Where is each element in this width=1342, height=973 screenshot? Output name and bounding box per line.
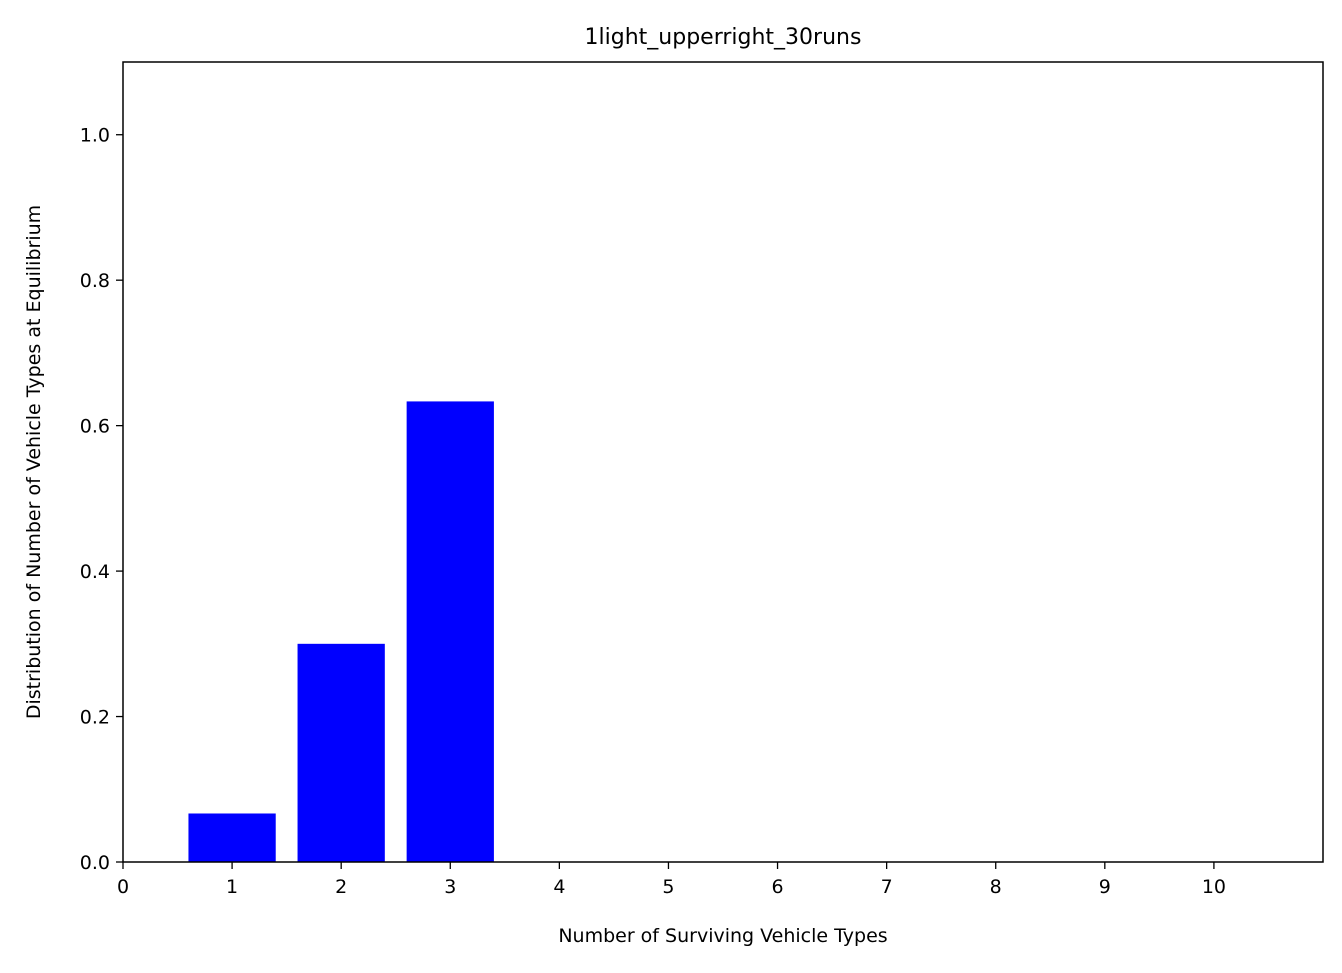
y-tick-label-0.4: 0.4 bbox=[80, 561, 110, 583]
x-tick-label-4: 4 bbox=[553, 876, 565, 898]
x-tick-label-9: 9 bbox=[1099, 876, 1111, 898]
y-tick-label-1.0: 1.0 bbox=[80, 125, 110, 147]
y-tick-label-0.0: 0.0 bbox=[80, 852, 110, 874]
x-tick-label-7: 7 bbox=[881, 876, 893, 898]
y-tick-label-0.2: 0.2 bbox=[80, 707, 110, 729]
y-axis-label: Distribution of Number of Vehicle Types … bbox=[23, 205, 45, 719]
x-tick-label-3: 3 bbox=[444, 876, 456, 898]
x-tick-label-1: 1 bbox=[226, 876, 238, 898]
bar-2 bbox=[297, 643, 385, 862]
bars-layer bbox=[188, 401, 494, 862]
y-tick-label-0.8: 0.8 bbox=[80, 270, 110, 292]
x-axis-label: Number of Surviving Vehicle Types bbox=[558, 925, 887, 947]
y-axis-ticks: 0.0 0.2 0.4 0.6 0.8 1.0 bbox=[80, 125, 123, 874]
chart-title: 1light_upperright_30runs bbox=[585, 25, 862, 50]
x-tick-label-5: 5 bbox=[662, 876, 674, 898]
x-axis-ticks: 0 1 2 3 4 5 6 7 8 9 10 bbox=[117, 862, 1226, 898]
x-tick-label-0: 0 bbox=[117, 876, 129, 898]
plot-area-frame bbox=[122, 61, 1324, 863]
x-tick-label-10: 10 bbox=[1202, 876, 1226, 898]
x-tick-label-6: 6 bbox=[771, 876, 783, 898]
x-tick-label-8: 8 bbox=[990, 876, 1002, 898]
y-tick-label-0.6: 0.6 bbox=[80, 416, 110, 438]
x-tick-label-2: 2 bbox=[335, 876, 347, 898]
bar-3 bbox=[406, 401, 494, 862]
bar-1 bbox=[188, 813, 276, 862]
